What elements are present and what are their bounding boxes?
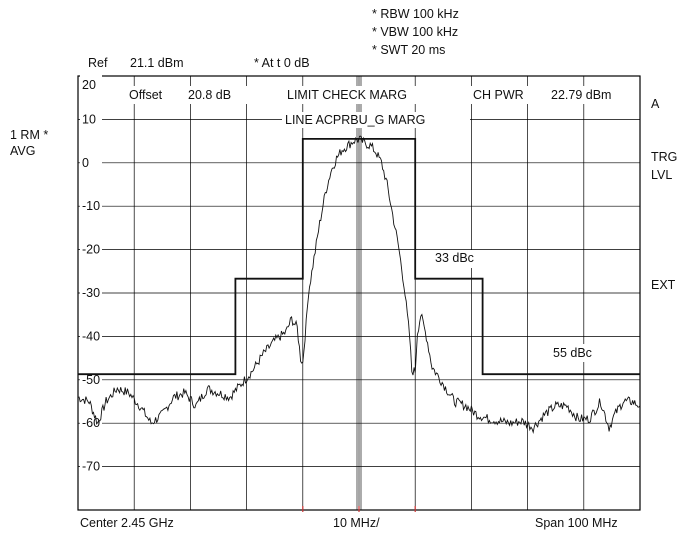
spectrum-trace (77, 135, 641, 435)
level-label: LVL (651, 168, 673, 182)
y-tick-label: -50 (82, 373, 100, 387)
channel-power-value: 22.79 dBm (551, 88, 611, 102)
swt-setting: * SWT 20 ms (372, 43, 446, 57)
trigger-label: TRG (651, 150, 678, 164)
center-frequency: Center 2.45 GHz (80, 516, 174, 530)
trace-detector-label: AVG (10, 144, 36, 158)
y-tick-label: 0 (82, 156, 89, 170)
y-tick-label: -30 (82, 286, 100, 300)
limit-line-name: LINE ACPRBU_G MARG (285, 113, 425, 127)
y-tick-backing (80, 153, 102, 168)
y-tick-backing (80, 67, 102, 81)
ref-level: 21.1 dBm (130, 56, 184, 70)
adjacent-limit-label: 33 dBc (435, 251, 474, 265)
trace-group (77, 135, 641, 435)
division-scale: 10 MHz/ (333, 516, 380, 530)
y-tick-label: -40 (82, 329, 100, 343)
offset-label: Offset (129, 88, 163, 102)
y-tick-backing (80, 457, 102, 472)
y-tick-backing (80, 197, 102, 212)
y-tick-backing (80, 327, 102, 342)
y-tick-backing (80, 284, 102, 298)
y-tick-label: 10 (82, 112, 96, 126)
external-label: EXT (651, 278, 676, 292)
ref-label: Ref (88, 56, 108, 70)
y-tick-label: -10 (82, 199, 100, 213)
span-setting: Span 100 MHz (535, 516, 618, 530)
limit-check-label: LIMIT CHECK MARG (287, 88, 407, 102)
grid (77, 75, 641, 511)
y-tick-backing (80, 414, 102, 429)
y-tick-backing (80, 110, 102, 125)
alternate-limit-label: 55 dBc (553, 346, 592, 360)
y-tick-label: -20 (82, 243, 100, 257)
screen-a-label: A (651, 97, 660, 111)
y-tick-label: -60 (82, 416, 100, 430)
y-tick-label: -70 (82, 460, 100, 474)
rbw-setting: * RBW 100 kHz (372, 7, 459, 21)
attenuation: * At t 0 dB (254, 56, 310, 70)
y-tick-labels: 20 10 0 -10 -20 -30 -40 -50 -60 -70 (80, 67, 102, 474)
y-tick-label: 20 (82, 78, 96, 92)
y-tick-backing (80, 240, 102, 255)
vbw-setting: * VBW 100 kHz (372, 25, 459, 39)
channel-power-label: CH PWR (473, 88, 524, 102)
offset-value: 20.8 dB (188, 88, 231, 102)
trace-mode-label: 1 RM * (10, 128, 49, 142)
center-markers (302, 76, 416, 512)
